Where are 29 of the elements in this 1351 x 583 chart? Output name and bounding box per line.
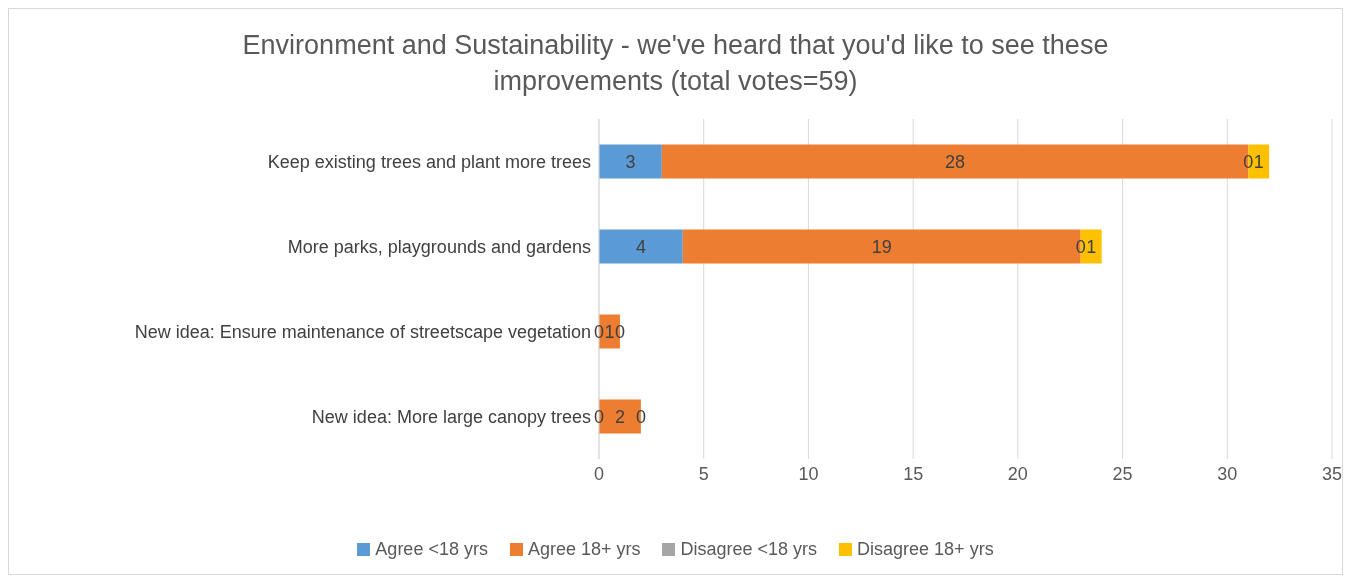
y-tick-label: More parks, playgrounds and gardens — [287, 236, 591, 257]
x-tick-label: 15 — [903, 463, 924, 484]
y-tick-label: New idea: More large canopy trees — [311, 406, 591, 427]
legend-label: Disagree 18+ yrs — [857, 539, 994, 560]
data-label: 1 — [1253, 151, 1264, 172]
x-tick-label: 20 — [1007, 463, 1028, 484]
y-tick-label: New idea: Ensure maintenance of streetscape vegetation — [134, 321, 591, 342]
data-label: 0 — [1075, 236, 1086, 257]
data-label: 1 — [604, 321, 615, 342]
data-label: 3 — [625, 151, 636, 172]
legend-label: Agree <18 yrs — [375, 539, 488, 560]
x-tick-label: 0 — [593, 463, 605, 484]
legend-label: Agree 18+ yrs — [527, 539, 641, 560]
data-label: 4 — [635, 236, 646, 257]
bar — [599, 229, 683, 264]
chart-title: Environment and Sustainability - we've heard that you'd like to see these improvements (total votes=59) — [241, 29, 1110, 98]
legend-label: Disagree <18 yrs — [680, 539, 818, 560]
x-tick-label: 35 — [1321, 463, 1343, 484]
y-tick-label: Keep existing trees and plant more trees — [267, 151, 591, 172]
x-tick-label: 25 — [1112, 463, 1133, 484]
data-label: 1 — [1086, 236, 1097, 257]
data-label: 28 — [945, 151, 966, 172]
data-label: 19 — [871, 236, 892, 257]
bar — [599, 144, 662, 179]
x-tick-label: 30 — [1217, 463, 1238, 484]
x-tick-label: 5 — [698, 463, 709, 484]
x-tick-label: 10 — [798, 463, 819, 484]
data-label: 2 — [614, 406, 625, 427]
data-label: 0 — [1243, 151, 1254, 172]
